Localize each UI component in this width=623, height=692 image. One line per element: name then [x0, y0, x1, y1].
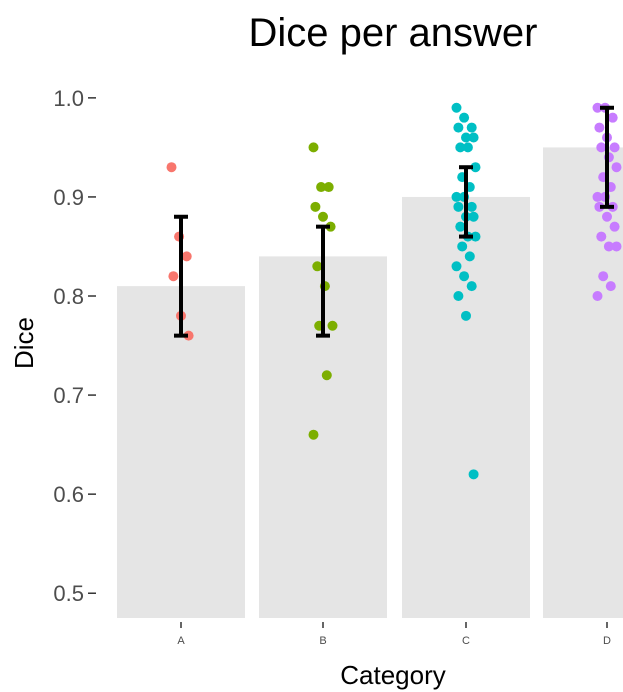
point-C-17: [455, 221, 466, 232]
point-C-25: [453, 291, 464, 302]
chart-title: Dice per answer: [248, 11, 537, 55]
point-C-8: [470, 162, 481, 173]
point-C-5: [468, 132, 479, 143]
point-D-17: [596, 231, 607, 242]
y-tick-label-2: 0.7: [53, 383, 84, 408]
point-D-3: [594, 122, 605, 133]
point-B-3: [310, 201, 321, 212]
point-D-21: [605, 281, 616, 292]
x-tick-label-B: B: [319, 635, 326, 647]
point-C-2: [466, 122, 477, 133]
point-B-8: [327, 320, 338, 331]
point-D-0: [592, 102, 603, 113]
plot-area: 0.5 0.6 0.7 0.8 0.9 1.0 A B C D: [53, 86, 623, 647]
point-B-1: [316, 182, 327, 193]
x-tick-label-D: D: [603, 635, 611, 647]
bar-D: [543, 147, 623, 619]
point-C-20: [457, 241, 468, 252]
point-C-16: [468, 211, 479, 222]
point-D-6: [596, 142, 607, 153]
point-C-1: [459, 112, 470, 123]
x-tick-label-C: C: [462, 635, 470, 647]
point-C-13: [466, 201, 477, 212]
point-C-7: [462, 142, 473, 153]
point-D-20: [598, 271, 609, 282]
point-C-3: [453, 122, 464, 133]
point-B-4: [318, 211, 328, 222]
point-B-10: [321, 370, 332, 381]
point-C-14: [453, 201, 464, 212]
y-tick-label-1: 0.6: [53, 482, 84, 507]
bar-C: [402, 196, 530, 618]
point-C-24: [466, 281, 477, 292]
point-D-8: [611, 162, 622, 173]
point-C-6: [455, 142, 466, 153]
point-C-11: [451, 191, 462, 202]
point-A-3: [168, 271, 179, 282]
point-B-5: [325, 221, 336, 232]
point-D-16: [609, 221, 620, 232]
point-C-26: [461, 310, 471, 321]
point-D-11: [592, 191, 603, 202]
point-C-19: [470, 231, 481, 242]
point-B-0: [308, 142, 319, 153]
point-B-11: [308, 429, 319, 440]
point-A-2: [181, 251, 192, 262]
point-C-0: [451, 102, 462, 113]
point-C-21: [464, 251, 475, 262]
x-tick-label-A: A: [177, 635, 185, 647]
point-D-15: [602, 211, 612, 222]
y-tick-label-5: 1.0: [53, 86, 84, 111]
point-D-22: [592, 291, 603, 302]
point-C-27: [468, 469, 479, 480]
point-D-18: [603, 241, 614, 252]
point-B-6: [312, 261, 323, 272]
y-tick-label-3: 0.8: [53, 284, 84, 309]
bar-A: [117, 286, 245, 618]
y-tick-label-4: 0.9: [53, 185, 84, 210]
point-D-14: [594, 201, 605, 212]
x-axis-title: Category: [340, 660, 446, 690]
point-C-23: [459, 271, 470, 282]
y-axis-title: Dice: [9, 317, 39, 369]
point-B-2: [323, 182, 334, 193]
y-tick-label-0: 0.5: [53, 581, 84, 606]
point-D-2: [607, 112, 618, 123]
point-D-19: [611, 241, 622, 252]
point-C-22: [451, 261, 462, 272]
point-A-0: [166, 162, 177, 173]
point-C-4: [461, 132, 471, 143]
point-D-5: [609, 142, 620, 153]
point-A-5: [183, 330, 194, 341]
